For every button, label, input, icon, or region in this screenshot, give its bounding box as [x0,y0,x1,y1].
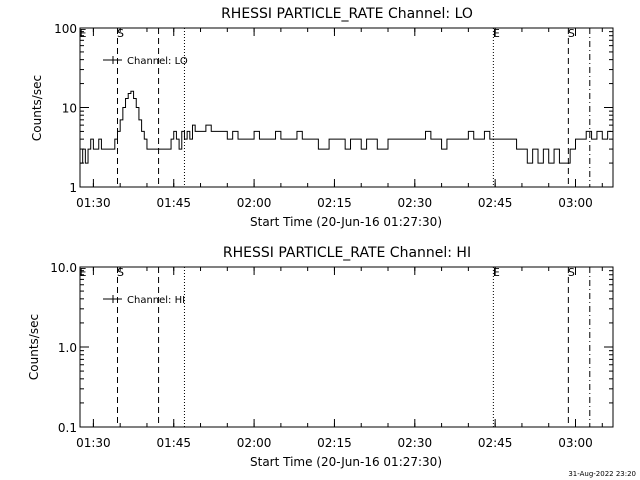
x-tick-label: 02:15 [317,436,352,450]
x-tick-label: 02:30 [398,436,433,450]
y-tick-label: 100 [54,22,77,36]
x-axis: 01:30 01:45 02:00 02:15 02:30 02:45 03:00 [76,267,603,450]
event-marker-label: S [117,266,124,279]
x-tick-label: 02:00 [237,196,272,210]
x-tick-label: 02:30 [398,196,433,210]
x-tick-label: 01:30 [76,196,111,210]
x-tick-label: 01:45 [156,196,191,210]
x-tick-label: 03:00 [558,436,593,450]
chart-panel-hi: RHESSI PARTICLE_RATE Channel: HI E S E S 01… [27,245,614,469]
y-axis: 1 10 100 [54,22,613,195]
event-marker-label: E [80,27,87,40]
x-tick-label: 02:15 [317,196,352,210]
y-axis-title: Counts/sec [27,314,41,380]
x-tick-label: 01:45 [156,436,191,450]
series-line-lo [80,90,611,164]
chart-title: RHESSI PARTICLE_RATE Channel: HI [223,245,471,261]
x-axis-title: Start Time (20-Jun-16 01:27:30) [250,215,442,229]
x-tick-label: 02:45 [478,196,513,210]
event-marker-label: S [568,266,575,279]
x-tick-label: 02:45 [478,436,513,450]
y-tick-label: 0.1 [58,421,77,435]
event-marker-label: E [80,266,87,279]
event-marker-label: S [117,27,124,40]
chart-title: RHESSI PARTICLE_RATE Channel: LO [221,6,473,22]
event-marker-label: E [493,266,500,279]
y-axis-title: Counts/sec [30,75,44,141]
y-tick-label: 1 [69,181,77,195]
x-axis-title: Start Time (20-Jun-16 01:27:30) [250,455,442,469]
x-tick-label: 03:00 [558,196,593,210]
event-marker-label: E [493,27,500,40]
y-axis: 0.1 1.0 10.0 [50,261,613,435]
timestamp-label: 31-Aug-2022 23:20 [568,470,636,478]
y-tick-label: 10 [62,102,77,116]
event-marker-label: S [568,27,575,40]
x-tick-label: 02:00 [237,436,272,450]
y-tick-label: 10.0 [50,261,77,275]
legend-label: Channel: HI [127,295,185,306]
x-axis: 01:30 01:45 02:00 02:15 02:30 02:45 03:00 [76,28,603,210]
y-tick-label: 1.0 [58,341,77,355]
legend-label: Channel: LO [127,56,188,67]
x-tick-label: 01:30 [76,436,111,450]
plot-frame [79,266,614,428]
chart-panel-lo: RHESSI PARTICLE_RATE Channel: LO E S E S 01… [30,6,614,229]
